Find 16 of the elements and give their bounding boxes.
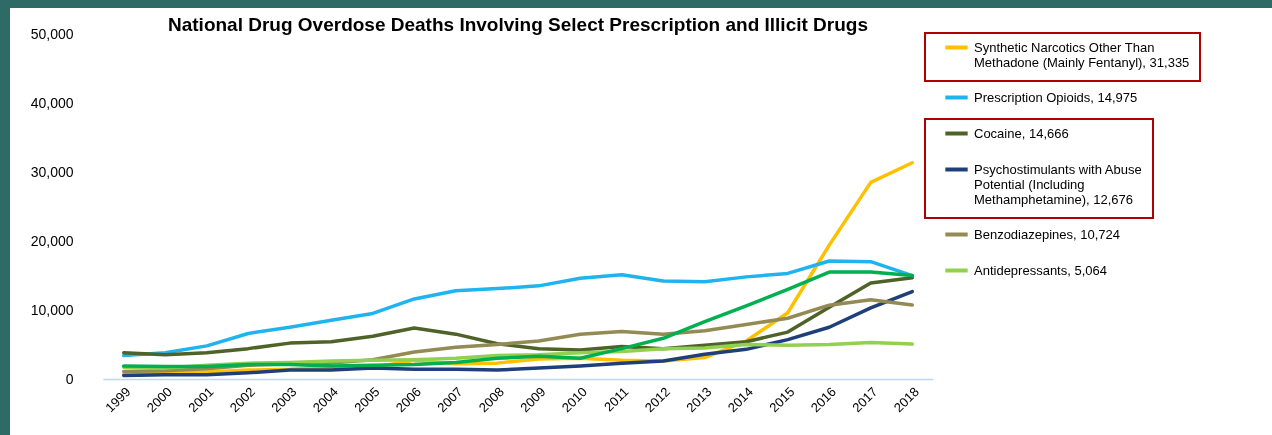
line-series [122,259,914,358]
y-tick-label: 0 [65,370,74,387]
y-tick-label: 20,000 [30,232,74,249]
legend-label: Synthetic Narcotics Other Than Methadone (Mainly Fentanyl), 31,335 [974,39,1190,70]
line-series [122,276,914,357]
legend-label: Prescription Opioids, 14,975 [974,89,1138,105]
line-series [122,270,914,369]
legend-label: Cocaine, 14,666 [974,125,1069,141]
y-tick-label: 30,000 [30,163,74,180]
chart-title: National Drug Overdose Deaths Involving Select Prescription and Illicit Drugs [168,14,868,35]
y-tick-label: 10,000 [30,301,74,318]
legend-label: Benzodiazepines, 10,724 [974,226,1121,242]
legend-label: Psychostimulants with Abuse Potential (Including Methamphetamine), 12,676 [974,161,1142,207]
legend-label: Antidepressants, 5,064 [974,262,1107,278]
y-tick-label: 40,000 [30,94,74,111]
y-tick-label: 50,000 [30,25,74,42]
